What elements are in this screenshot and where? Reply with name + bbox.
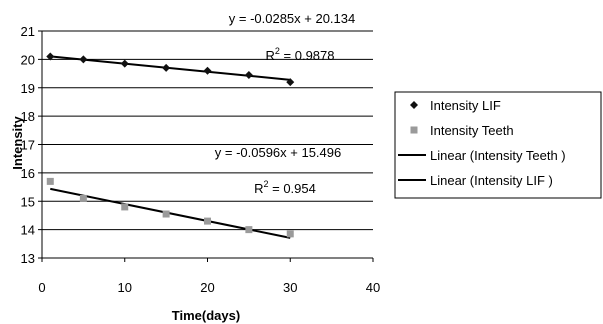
y-tick-label: 16	[21, 166, 35, 181]
y-tick-label: 15	[21, 194, 35, 209]
legend-box	[394, 91, 602, 199]
trendline-equation: y = -0.0285x + 20.134	[229, 11, 355, 26]
y-tick-labels: 13 14 15 16 17 18 19 20 21	[21, 24, 35, 266]
trendline-equation: y = -0.0596x + 15.496	[215, 145, 341, 160]
point-teeth	[79, 194, 87, 202]
y-tick-label: 19	[21, 81, 35, 96]
legend-label: Intensity Teeth	[430, 123, 514, 138]
r-squared-value: = 0.954	[269, 181, 316, 196]
point-lif	[162, 63, 171, 72]
r-squared-value: = 0.9878	[280, 48, 335, 63]
point-teeth	[286, 230, 294, 238]
point-lif	[203, 66, 212, 75]
point-lif	[286, 78, 295, 87]
x-tick-labels: 0 10 20 30 40	[38, 280, 380, 295]
x-tick-label: 40	[366, 280, 380, 295]
x-tick-label: 10	[118, 280, 132, 295]
y-tick-label: 20	[21, 52, 35, 67]
point-teeth	[162, 210, 170, 218]
data-points	[46, 52, 295, 238]
r-squared-label: R2 = 0.954	[254, 179, 316, 196]
point-lif	[120, 59, 129, 68]
r-squared-letter: R	[266, 48, 275, 63]
x-tick-label: 0	[38, 280, 45, 295]
y-tick-label: 18	[21, 109, 35, 124]
y-tick-label: 17	[21, 138, 35, 153]
legend-label: Intensity LIF	[430, 98, 501, 113]
axes	[41, 31, 374, 262]
point-teeth	[121, 203, 129, 211]
x-tick-label: 20	[200, 280, 214, 295]
point-lif	[46, 52, 55, 61]
point-teeth	[204, 217, 211, 225]
y-axis-title: Intensity	[10, 116, 25, 170]
x-tick-label: 30	[283, 280, 297, 295]
r-squared-label: R2 = 0.9878	[266, 46, 335, 63]
legend: Intensity LIF Intensity Teeth Linear (Inte…	[394, 91, 602, 199]
point-teeth	[46, 177, 54, 185]
legend-symbol-diamond	[410, 101, 418, 109]
point-lif	[244, 70, 253, 79]
legend-label: Linear (Intensity LIF )	[430, 173, 553, 188]
legend-symbol-square	[410, 126, 418, 134]
y-tick-label: 21	[21, 24, 35, 39]
y-tick-label: 14	[21, 223, 35, 238]
point-teeth	[245, 226, 253, 234]
r-squared-letter: R	[254, 181, 263, 196]
gridlines	[38, 30, 373, 259]
r-squared-superscript: 2	[264, 179, 269, 189]
y-tick-label: 13	[21, 251, 35, 266]
r-squared-superscript: 2	[275, 46, 280, 56]
legend-label: Linear (Intensity Teeth )	[430, 148, 566, 163]
x-axis-title: Time(days)	[172, 308, 240, 323]
point-lif	[79, 55, 88, 64]
